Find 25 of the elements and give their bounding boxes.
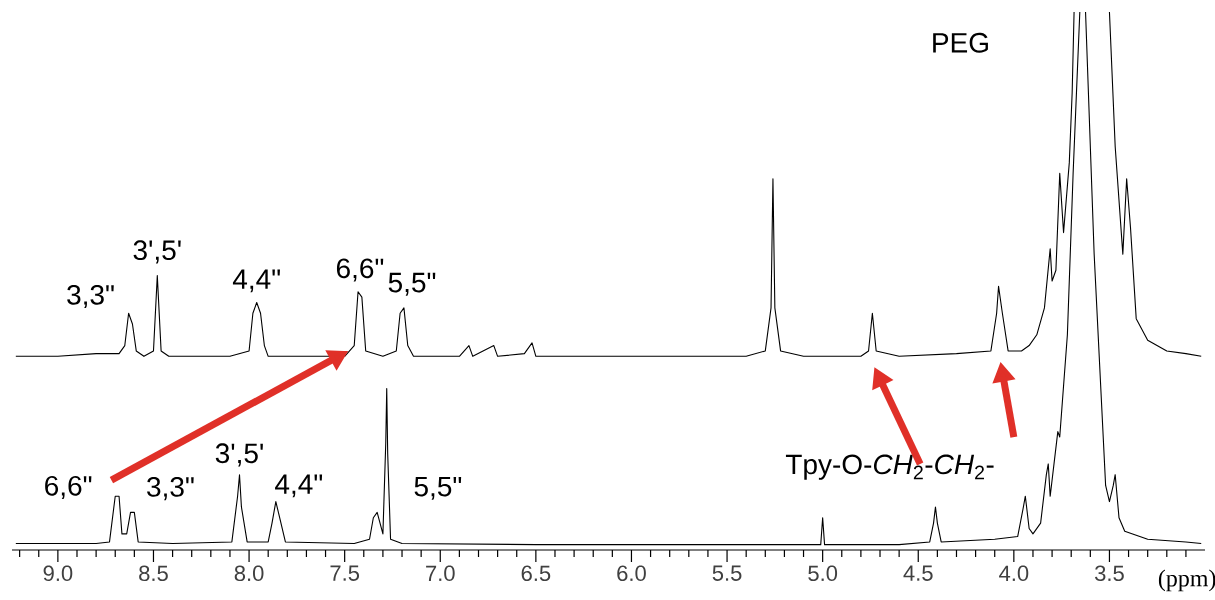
annotation: 5,5"	[414, 476, 462, 500]
annotation: PEG	[933, 32, 988, 53]
x-tick-label: 6.5	[521, 565, 551, 582]
x-tick-label: 4.0	[999, 565, 1029, 582]
annotation: 4,4"	[275, 474, 323, 498]
x-axis-title: (ppm)	[1158, 569, 1215, 592]
annotation: 6,6"	[45, 475, 92, 499]
x-tick-label: 4.5	[903, 565, 933, 581]
annotation: 3,3"	[147, 477, 194, 501]
x-tick-label: 8.5	[139, 565, 168, 582]
x-tick-label: 6.0	[617, 565, 646, 582]
x-tick-label: 3.5	[1094, 565, 1124, 582]
x-tick-label: 8.0	[234, 565, 264, 582]
x-tick-label: 7.0	[426, 565, 455, 582]
annotation: Tpy-O-CH$_{2}$-CH$_{2}$-	[785, 454, 994, 480]
annotation: 3',5'	[133, 240, 181, 264]
annotation: 6,6"	[336, 258, 384, 282]
annotation: 3,3"	[67, 284, 114, 309]
x-tick-label: 7.5	[330, 565, 360, 581]
x-tick-label: 9.0	[43, 565, 73, 582]
x-tick-label: 5.0	[808, 565, 838, 582]
annotation: 3',5'	[215, 443, 263, 467]
annotation: 5,5"	[388, 272, 436, 296]
annotation: 4,4"	[232, 269, 280, 293]
x-tick-label: 5.5	[712, 565, 742, 581]
